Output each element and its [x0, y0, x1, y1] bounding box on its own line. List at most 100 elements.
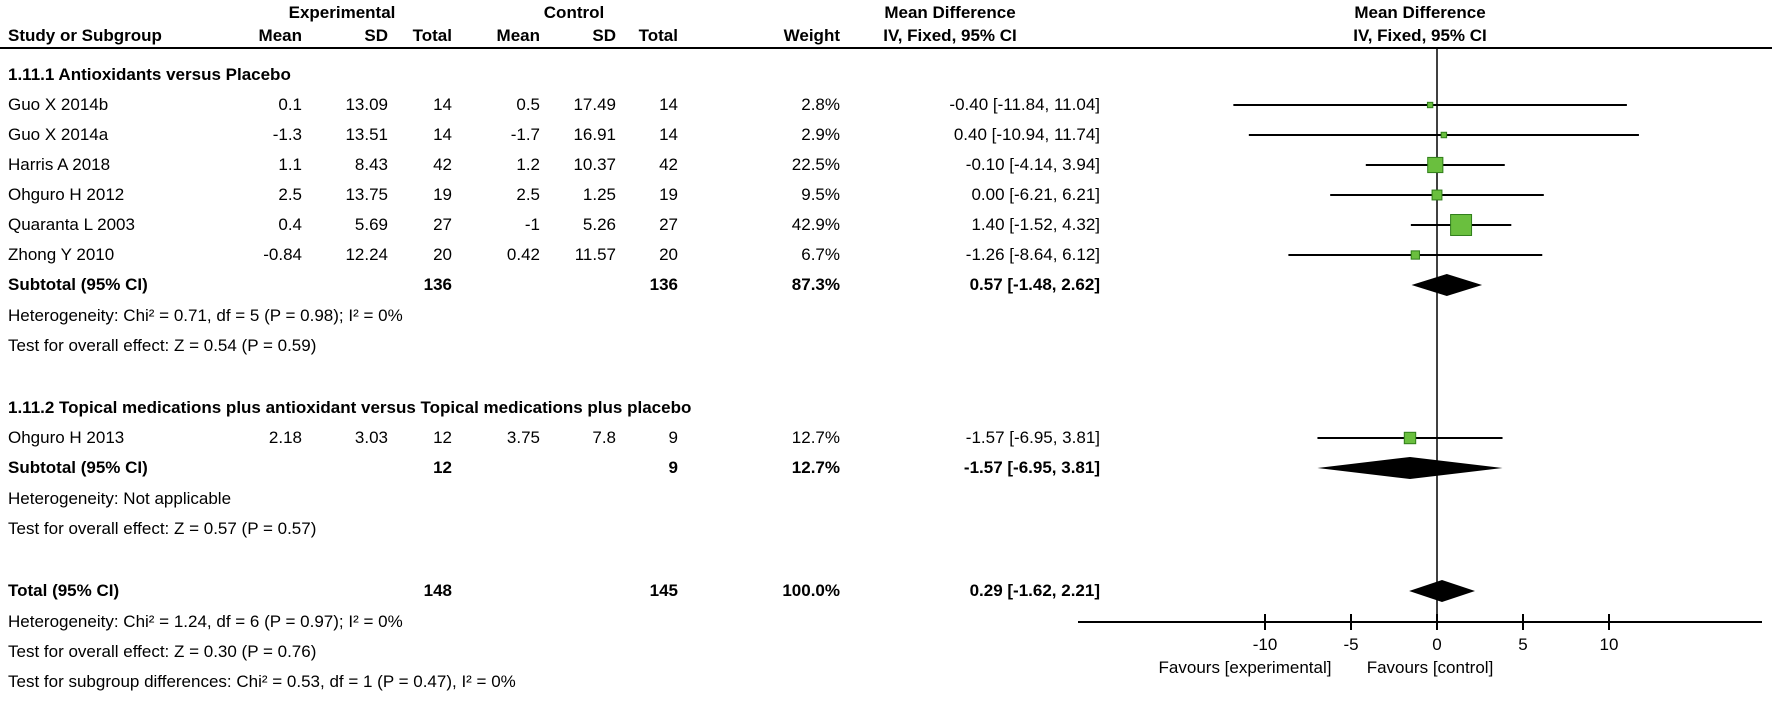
mean-ctl-cell: 3.75: [506, 428, 540, 447]
sd-exp-cell: 13.51: [345, 125, 388, 144]
mean-ctl-cell: 1.2: [516, 155, 540, 174]
sd-exp-cell: 5.69: [354, 215, 388, 234]
weight-cell: 9.5%: [801, 185, 840, 204]
effect-square: [1440, 131, 1448, 139]
weight-cell: 12.7%: [791, 428, 840, 447]
sd-ctl-cell: 11.57: [574, 245, 616, 264]
subtotal-ci-text: 0.57 [-1.48, 2.62]: [969, 275, 1100, 294]
ci-text-cell: -0.10 [-4.14, 3.94]: [965, 155, 1100, 174]
subtotal-total-exp: 12: [433, 458, 452, 477]
total-exp-cell: 20: [433, 245, 452, 264]
axis-tick-label: 10: [1599, 635, 1619, 654]
mean-exp-cell: -1.3: [272, 125, 302, 144]
subtotal-total-ctl: 136: [649, 275, 678, 294]
column-group-control: Control: [543, 3, 605, 22]
ci-text-cell: -0.40 [-11.84, 11.04]: [949, 95, 1100, 114]
column-header-total-exp: Total: [412, 26, 452, 45]
mean-exp-cell: 0.4: [278, 215, 302, 234]
study-name-cell: Ohguro H 2013: [8, 428, 125, 447]
total-ctl-cell: 9: [668, 428, 678, 447]
ci-text-cell: 0.00 [-6.21, 6.21]: [971, 185, 1100, 204]
overall-effect-text: Test for overall effect: Z = 0.57 (P = 0…: [8, 519, 317, 538]
ci-text-cell: 0.40 [-10.94, 11.74]: [953, 125, 1100, 144]
sd-exp-cell: 8.43: [354, 155, 388, 174]
mean-exp-cell: 2.18: [268, 428, 302, 447]
favours-experimental-label: Favours [experimental]: [1158, 658, 1332, 677]
subtotal-total-ctl: 9: [668, 458, 678, 477]
weight-cell: 2.9%: [801, 125, 840, 144]
column-header-total-ctl: Total: [638, 26, 678, 45]
total-ctl-cell: 14: [659, 95, 678, 114]
sd-ctl-cell: 10.37: [573, 155, 616, 174]
mean-exp-cell: -0.84: [263, 245, 302, 264]
axis-tick-label: -10: [1252, 635, 1278, 654]
total-weight: 100.0%: [782, 581, 840, 600]
mean-exp-cell: 2.5: [278, 185, 302, 204]
sd-ctl-cell: 7.8: [592, 428, 616, 447]
sd-ctl-cell: 1.25: [582, 185, 616, 204]
subtotal-diamond: [1317, 457, 1503, 479]
weight-cell: 42.9%: [791, 215, 840, 234]
effect-square: [1427, 156, 1444, 174]
study-name-cell: Guo X 2014b: [8, 95, 109, 114]
subtotal-ci-text: -1.57 [-6.95, 3.81]: [963, 458, 1100, 477]
effect-square: [1450, 214, 1473, 236]
ci-text-cell: -1.26 [-8.64, 6.12]: [965, 245, 1100, 264]
mean-ctl-cell: -1: [524, 215, 540, 234]
sd-ctl-cell: 17.49: [573, 95, 616, 114]
total-exp-cell: 27: [433, 215, 452, 234]
column-header-mean-exp: Mean: [258, 26, 302, 45]
study-name-cell: Ohguro H 2012: [8, 185, 125, 204]
column-header-sd-ctl: SD: [592, 26, 616, 45]
subtotal-weight: 87.3%: [791, 275, 840, 294]
study-name-cell: Harris A 2018: [8, 155, 111, 174]
subgroup-title: 1.11.1 Antioxidants versus Placebo: [8, 65, 291, 84]
subtotal-label: Subtotal (95% CI): [8, 458, 148, 477]
mean-exp-cell: 0.1: [278, 95, 302, 114]
effect-square: [1410, 250, 1420, 260]
weight-cell: 2.8%: [801, 95, 840, 114]
total-exp-cell: 14: [433, 95, 452, 114]
total-total-ctl: 145: [649, 581, 678, 600]
column-header-sd-exp: SD: [364, 26, 388, 45]
subtotal-total-exp: 136: [423, 275, 452, 294]
heterogeneity-text: Heterogeneity: Not applicable: [8, 489, 232, 508]
footer-stat-text: Test for overall effect: Z = 0.30 (P = 0…: [8, 642, 317, 661]
column-header-mean-ctl: Mean: [496, 26, 540, 45]
effect-square: [1426, 101, 1434, 109]
total-ctl-cell: 27: [659, 215, 678, 234]
footer-stat-text: Test for subgroup differences: Chi² = 0.…: [8, 672, 516, 691]
column-header-study: Study or Subgroup: [8, 26, 162, 45]
sd-exp-cell: 12.24: [345, 245, 388, 264]
study-name-cell: Guo X 2014a: [8, 125, 109, 144]
study-name-cell: Zhong Y 2010: [8, 245, 115, 264]
sd-ctl-cell: 16.91: [573, 125, 616, 144]
total-ctl-cell: 19: [659, 185, 678, 204]
heterogeneity-text: Heterogeneity: Chi² = 0.71, df = 5 (P = …: [8, 306, 403, 325]
effect-square: [1431, 189, 1443, 201]
ci-text-cell: -1.57 [-6.95, 3.81]: [965, 428, 1100, 447]
sd-ctl-cell: 5.26: [582, 215, 616, 234]
footer-stat-text: Heterogeneity: Chi² = 1.24, df = 6 (P = …: [8, 612, 403, 631]
total-ci-text: 0.29 [-1.62, 2.21]: [969, 581, 1100, 600]
effect-header-right: Mean Difference: [1354, 3, 1486, 22]
column-header-ci-right: IV, Fixed, 95% CI: [1353, 26, 1487, 45]
mean-ctl-cell: 0.5: [516, 95, 540, 114]
overall-effect-text: Test for overall effect: Z = 0.54 (P = 0…: [8, 336, 317, 355]
axis-tick-label: 0: [1432, 635, 1442, 654]
total-diamond: [1409, 580, 1476, 602]
sd-exp-cell: 13.09: [345, 95, 388, 114]
axis-tick-label: 5: [1518, 635, 1528, 654]
column-header-weight: Weight: [783, 26, 840, 45]
subtotal-weight: 12.7%: [791, 458, 840, 477]
total-exp-cell: 14: [433, 125, 452, 144]
total-exp-cell: 19: [433, 185, 452, 204]
subgroup-title: 1.11.2 Topical medications plus antioxid…: [8, 398, 692, 417]
favours-control-label: Favours [control]: [1366, 658, 1494, 677]
total-ctl-cell: 42: [659, 155, 678, 174]
header-divider: [0, 47, 1772, 49]
effect-square: [1403, 431, 1417, 445]
column-header-ci-left: IV, Fixed, 95% CI: [883, 26, 1017, 45]
weight-cell: 6.7%: [801, 245, 840, 264]
